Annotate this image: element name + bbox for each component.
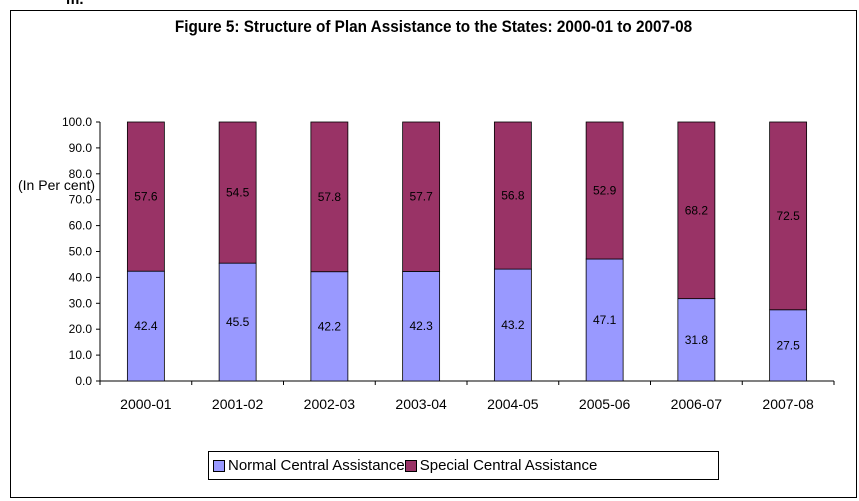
bar-normal-segment bbox=[310, 271, 349, 382]
x-tick-label: 2003-04 bbox=[395, 396, 447, 412]
y-tick-label: 70.0 bbox=[69, 193, 93, 207]
data-label-normal: 27.5 bbox=[776, 338, 800, 352]
chart-title: Figure 5: Structure of Plan Assistance t… bbox=[174, 17, 693, 36]
data-label-special: 54.5 bbox=[226, 186, 250, 200]
y-tick-label: 30.0 bbox=[69, 296, 93, 310]
data-label-special: 57.8 bbox=[318, 190, 342, 204]
y-tick-label: 20.0 bbox=[69, 322, 93, 336]
y-tick-label: 60.0 bbox=[69, 219, 93, 233]
y-tick-label: 90.0 bbox=[69, 141, 93, 155]
bar-special-segment bbox=[493, 121, 532, 270]
data-label-special: 52.9 bbox=[593, 184, 617, 198]
bar-special-segment bbox=[218, 121, 257, 264]
data-label-normal: 42.2 bbox=[318, 319, 342, 333]
data-label-normal: 43.2 bbox=[501, 318, 525, 332]
chart-legend: Normal Central Assistance Special Centra… bbox=[208, 451, 719, 480]
bar-normal-segment bbox=[677, 298, 716, 382]
bar-special-segment bbox=[585, 121, 624, 260]
bar-special-segment bbox=[769, 121, 808, 311]
data-label-normal: 47.1 bbox=[593, 313, 617, 327]
bar-normal-segment bbox=[218, 262, 257, 382]
y-tick-label: 10.0 bbox=[69, 348, 93, 362]
data-label-normal: 45.5 bbox=[226, 315, 250, 329]
x-tick-label: 2002-03 bbox=[304, 396, 356, 412]
bar-normal-segment bbox=[126, 270, 165, 382]
x-tick-label: 2000-01 bbox=[120, 396, 172, 412]
bar-normal-segment bbox=[769, 309, 808, 382]
bar-normal-segment bbox=[493, 268, 532, 382]
bar-normal-segment bbox=[585, 258, 624, 382]
data-label-special: 72.5 bbox=[776, 209, 800, 223]
data-label-special: 57.7 bbox=[409, 190, 433, 204]
header-fragment: m. bbox=[66, 0, 84, 8]
legend-swatch-normal bbox=[213, 459, 225, 472]
legend-label-special: Special Central Assistance bbox=[419, 457, 598, 474]
y-tick-label: 40.0 bbox=[69, 270, 93, 284]
x-tick-label: 2001-02 bbox=[212, 396, 264, 412]
x-tick-label: 2004-05 bbox=[487, 396, 539, 412]
legend-swatch-special bbox=[404, 459, 417, 472]
data-label-special: 56.8 bbox=[501, 189, 525, 203]
legend-item-normal: Normal Central Assistance bbox=[213, 457, 405, 474]
y-axis-label: (In Per cent) bbox=[18, 177, 95, 193]
legend-item-special: Special Central Assistance bbox=[404, 457, 598, 474]
y-tick-label: 80.0 bbox=[69, 167, 93, 181]
data-label-normal: 42.4 bbox=[134, 319, 158, 333]
bar-special-segment bbox=[310, 121, 349, 273]
bar-special-segment bbox=[402, 121, 441, 272]
data-label-normal: 31.8 bbox=[685, 333, 709, 347]
data-label-special: 68.2 bbox=[685, 203, 709, 217]
x-tick-label: 2005-06 bbox=[579, 396, 631, 412]
bar-special-segment bbox=[126, 121, 165, 272]
y-tick-label: 100.0 bbox=[62, 115, 92, 129]
bar-normal-segment bbox=[402, 271, 441, 382]
data-label-special: 57.6 bbox=[134, 190, 158, 204]
x-tick-label: 2006-07 bbox=[671, 396, 723, 412]
x-tick-label: 2007-08 bbox=[762, 396, 814, 412]
y-tick-label: 0.0 bbox=[75, 374, 92, 388]
data-label-normal: 42.3 bbox=[409, 319, 433, 333]
bar-special-segment bbox=[677, 121, 716, 300]
y-tick-label: 50.0 bbox=[69, 245, 93, 259]
legend-label-normal: Normal Central Assistance bbox=[228, 457, 405, 474]
